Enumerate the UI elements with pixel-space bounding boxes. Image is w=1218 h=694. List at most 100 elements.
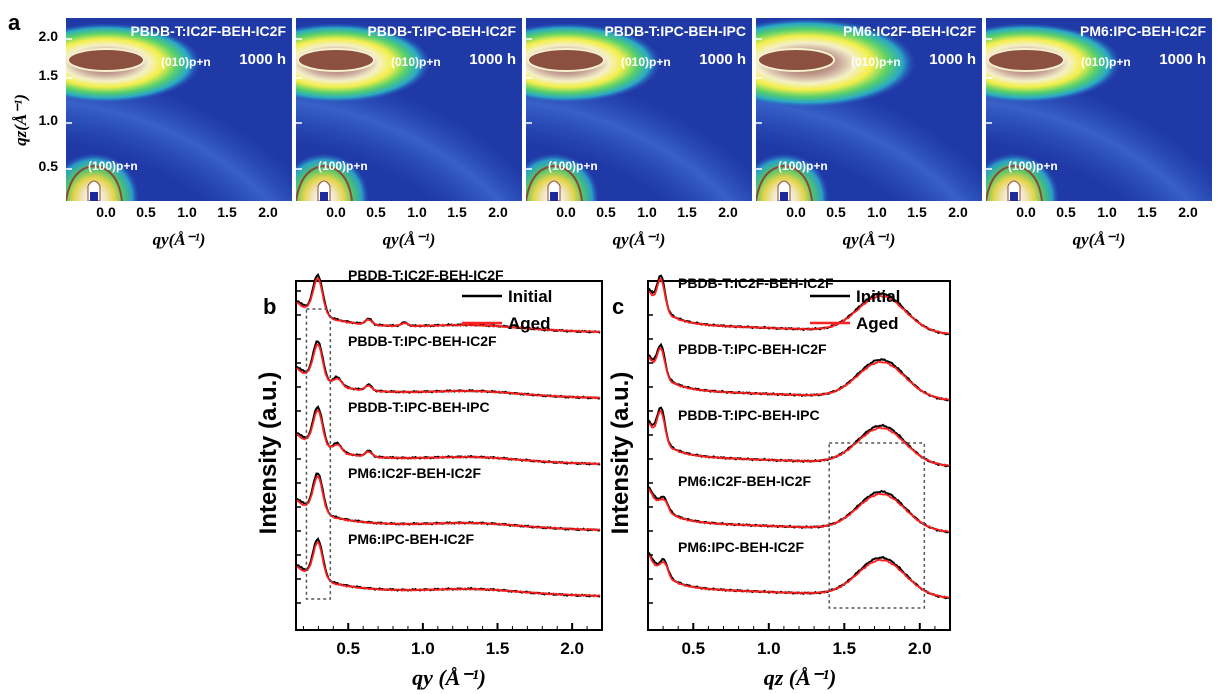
series-line-initial [648, 486, 950, 534]
x-axis-label: qy(Å⁻¹) [1073, 230, 1126, 249]
y-tick-label: 1.0 [39, 112, 59, 128]
panel-c-y-axis-label: Intensity (a.u.) [607, 372, 634, 535]
legend-label-aged: Aged [856, 314, 899, 333]
series-line-aged [648, 409, 950, 467]
beamstop [320, 192, 328, 201]
x-tick-label: 0.0 [96, 204, 116, 220]
x-tick-label: 1.5 [1137, 204, 1157, 220]
giwaxs-map: PBDB-T:IPC-BEH-IC2F 1000 h (010)p+n (100)p+… [296, 18, 522, 249]
peak-010-halo [756, 18, 916, 108]
series-line-aged [648, 347, 950, 401]
map-image [986, 18, 1212, 201]
y-tick-label: 0.5 [39, 158, 59, 174]
map-title: PBDB-T:IPC-BEH-IC2F [367, 23, 516, 39]
y-tick-label: 1.5 [39, 67, 59, 83]
map-title: PBDB-T:IC2F-BEH-IC2F [130, 23, 286, 39]
x-tick-label: 0.5 [136, 204, 156, 220]
peak-100-label: (100)p+n [318, 159, 368, 173]
x-tick-label: 0.5 [366, 204, 386, 220]
x-tick-label: 2.0 [948, 204, 968, 220]
x-axis-label: qy(Å⁻¹) [843, 230, 896, 249]
x-tick-label: 1.0 [1097, 204, 1117, 220]
x-axis-label: qy(Å⁻¹) [613, 230, 666, 249]
panel-c-x-axis-label: qz (Å⁻¹) [764, 665, 837, 690]
series-line-initial [296, 537, 601, 598]
map-title: PM6:IC2F-BEH-IC2F [843, 23, 976, 39]
peak-100-arc [986, 164, 1043, 201]
peak-100-arc [296, 164, 353, 201]
x-tick-label: 0.5 [826, 204, 846, 220]
map-image [296, 18, 522, 201]
x-tick-label: 1.0 [407, 204, 427, 220]
peak-100-halo [756, 153, 829, 201]
map-image [756, 18, 982, 201]
x-tick-label: 1.5 [832, 639, 856, 658]
peak-100-label: (100)p+n [548, 159, 598, 173]
peak-100-halo [296, 153, 369, 201]
series-line-aged [296, 276, 601, 334]
map-image [526, 18, 752, 201]
giwaxs-map: PBDB-T:IC2F-BEH-IC2F 1000 h (010)p+n (100)p… [66, 18, 292, 249]
series-label: PBDB-T:IPC-BEH-IPC [348, 399, 490, 415]
peak-100-arc [66, 164, 123, 201]
giwaxs-maps: PBDB-T:IC2F-BEH-IC2F 1000 h (010)p+n (100)p… [66, 18, 1212, 249]
x-tick-label: 0.5 [596, 204, 616, 220]
series-line-initial [296, 340, 601, 400]
x-tick-label: 0.0 [556, 204, 576, 220]
peak-010-label: (010)p+n [621, 55, 671, 69]
series-line-initial [296, 273, 601, 334]
x-tick-label: 0.0 [1016, 204, 1036, 220]
x-tick-label: 2.0 [560, 639, 584, 658]
series-line-aged [648, 554, 950, 599]
beamstop [550, 192, 558, 201]
x-tick-label: 1.5 [447, 204, 467, 220]
series-label: PBDB-T:IPC-BEH-IC2F [678, 341, 827, 357]
peak-100-label: (100)p+n [1008, 159, 1058, 173]
panel-b-plot: 0.5 1.0 1.5 2.0 PBDB-T:IC2F-BEH-IC2F PBDB-T:I… [296, 267, 601, 658]
peak-100-label: (100)p+n [88, 159, 138, 173]
x-axis-label: qy(Å⁻¹) [383, 230, 436, 249]
region-dashed-box [305, 308, 332, 600]
x-axis-label: qy(Å⁻¹) [153, 230, 206, 249]
x-tick-label: 1.5 [907, 204, 927, 220]
beamstop [90, 192, 98, 201]
series-line-aged [296, 475, 601, 532]
x-tick-label: 1.5 [217, 204, 237, 220]
panel-c-label: c [612, 294, 624, 319]
legend-label-initial: Initial [508, 287, 552, 306]
series-label: PM6:IC2F-BEH-IC2F [348, 465, 481, 481]
x-tick-label: 1.0 [637, 204, 657, 220]
panel-b-y-axis-label: Intensity (a.u.) [255, 372, 282, 535]
peak-010-label: (010)p+n [391, 55, 441, 69]
peak-100-halo [986, 153, 1059, 201]
panel-a-y-ticks: 0.5 1.0 1.5 2.0 [39, 28, 59, 174]
x-tick-label: 0.5 [1056, 204, 1076, 220]
legend-label-initial: Initial [856, 287, 900, 306]
panel-b-frame [295, 280, 603, 631]
series-line-aged [648, 277, 950, 335]
series-line-aged [648, 488, 950, 533]
peak-010-core [297, 48, 375, 72]
series-line-initial [648, 552, 950, 600]
x-tick-label: 2.0 [488, 204, 508, 220]
series-label: PBDB-T:IC2F-BEH-IC2F [678, 275, 834, 291]
peak-010-core [987, 48, 1065, 72]
peak-010-core [527, 48, 605, 72]
peak-100-halo [526, 153, 599, 201]
peak-100-arc [756, 164, 813, 201]
x-tick-label: 0.0 [786, 204, 806, 220]
x-tick-label: 1.0 [757, 639, 781, 658]
series-label: PBDB-T:IPC-BEH-IC2F [348, 333, 497, 349]
giwaxs-map: PBDB-T:IPC-BEH-IPC 1000 h (010)p+n (100)p+n… [526, 18, 752, 249]
peak-100-arc [526, 164, 583, 201]
panel-a-y-axis-label: qz(Å⁻¹) [11, 94, 30, 146]
beamstop [780, 192, 788, 201]
giwaxs-map: PM6:IC2F-BEH-IC2F 1000 h (010)p+n (100)p+n 0… [756, 18, 982, 249]
legend-label-aged: Aged [508, 314, 551, 333]
map-image [66, 18, 292, 201]
aging-label: 1000 h [1159, 51, 1206, 68]
series-label: PM6:IPC-BEH-IC2F [348, 531, 474, 547]
x-tick-label: 2.0 [1178, 204, 1198, 220]
series-line-initial [296, 405, 601, 466]
